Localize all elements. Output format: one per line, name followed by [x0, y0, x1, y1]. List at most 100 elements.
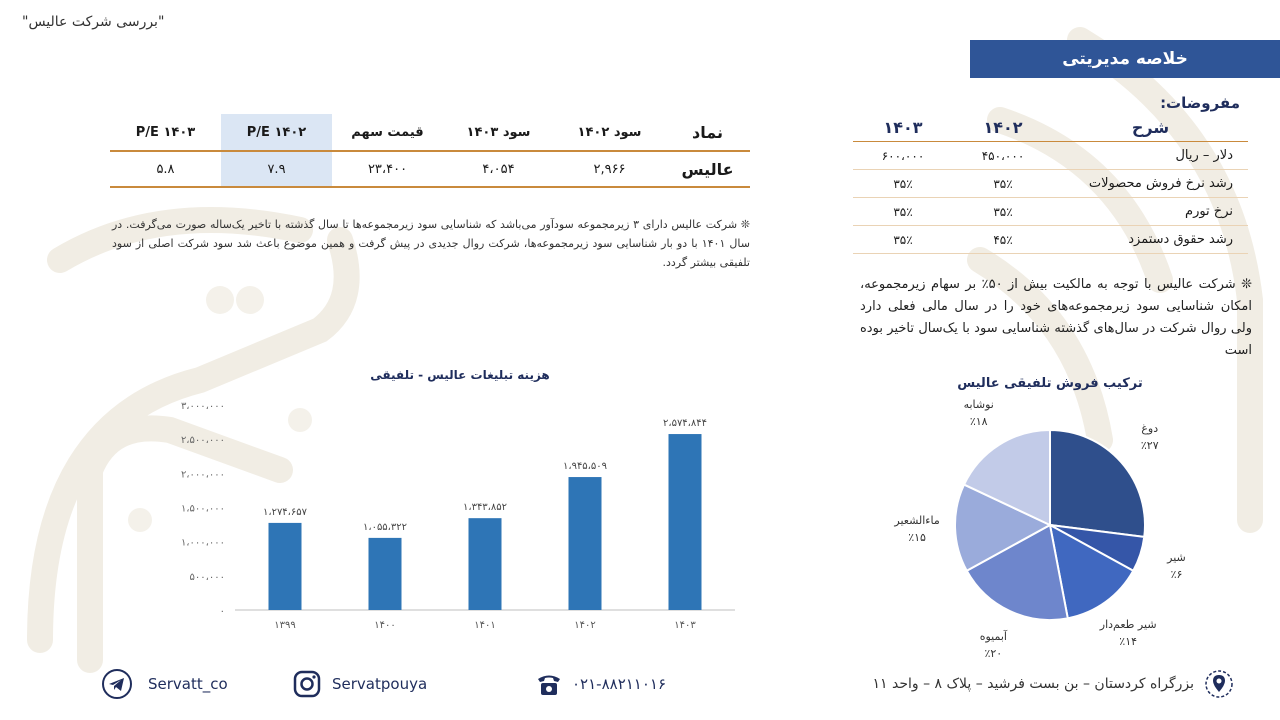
phone-icon — [532, 667, 566, 701]
assumption-1402: ۳۵٪ — [993, 176, 1013, 191]
assumption-1402: ۴۵۰،۰۰۰ — [981, 148, 1025, 163]
value-profit-1402: ۲,۹۶۶ — [593, 161, 626, 177]
value-symbol: عالیس — [681, 159, 734, 179]
pie-slice — [965, 523, 1069, 621]
telegram-handle: Servatt_co — [148, 675, 228, 693]
header-symbol: نماد — [692, 122, 723, 142]
bar — [268, 522, 302, 610]
pie-label: ماءالشعیر ٪۱۵ — [882, 512, 952, 546]
header-profit-1403: سود ۱۴۰۳ — [466, 124, 531, 140]
bar-value-label: ۲،۵۷۴،۸۴۴ — [663, 418, 707, 429]
pie-label-name: آبمیوه — [979, 630, 1007, 644]
pie-label: آبمیوه ٪۲۰ — [958, 628, 1028, 662]
pie-label-name: دوغ — [1141, 422, 1159, 436]
table-row: نرخ تورم ۳۵٪ ۳۵٪ — [853, 198, 1248, 226]
assumptions-header-item: شرح — [1131, 118, 1170, 137]
assumption-1403: ۶۰۰،۰۰۰ — [881, 148, 925, 163]
assumption-1402: ۳۵٪ — [993, 204, 1013, 219]
telegram-icon — [100, 667, 134, 701]
pie-label: دوغ ٪۲۷ — [1115, 420, 1185, 454]
y-tick-label: ۵۰۰،۰۰۰ — [190, 572, 225, 583]
footer: Servatt_co Servatpouya ۰۲۱-۸۸۲۱۱۰۱۶ بزرگ… — [0, 660, 1280, 708]
y-tick-label: ۱،۰۰۰،۰۰۰ — [181, 538, 225, 549]
x-tick-label: ۱۳۹۹ — [274, 620, 295, 631]
pie-chart: دوغ ٪۲۷ شیر ٪۶ شیر طعم‌دار ٪۱۴ آبمیوه ٪۲۰ ماءالش… — [880, 398, 1200, 662]
header-price: قیمت سهم — [351, 124, 424, 140]
address-contact: بزرگراه کردستان – بن بست فرشید – پلاک ۸ … — [836, 660, 1236, 708]
instagram-icon — [290, 667, 324, 701]
pie-slice — [954, 483, 1053, 573]
assumption-item: دلار – ریال — [1175, 148, 1233, 163]
pie-label: شیر طعم‌دار ٪۱۴ — [1093, 616, 1163, 650]
assumptions-table: شرح ۱۴۰۲ ۱۴۰۳ دلار – ریال ۴۵۰،۰۰۰ ۶۰۰،۰۰… — [853, 114, 1248, 254]
bar — [368, 537, 402, 610]
bar — [468, 518, 502, 610]
assumption-1402: ۴۵٪ — [993, 232, 1013, 247]
pie-label-percent: ٪۶ — [1170, 568, 1183, 582]
pie-slice — [1048, 523, 1135, 620]
assumption-item: رشد حقوق دستمزد — [1128, 232, 1233, 247]
phone-number: ۰۲۱-۸۸۲۱۱۰۱۶ — [572, 675, 667, 693]
location-icon — [1202, 667, 1236, 701]
instagram-contact[interactable]: Servatpouya — [290, 660, 427, 708]
bar-chart: ۰ ۵۰۰،۰۰۰ ۱،۰۰۰،۰۰۰ ۱،۵۰۰،۰۰۰ ۲،۰۰۰،۰۰۰ ۲،۵۰۰… — [181, 401, 735, 631]
bar — [668, 434, 702, 610]
assumption-1403: ۳۵٪ — [893, 204, 913, 219]
assumptions-header-1403: ۱۴۰۳ — [883, 118, 923, 137]
assumption-1403: ۳۵٪ — [893, 176, 913, 191]
value-pe-1402: ۷.۹ — [221, 152, 332, 186]
pie-label-name: شیر — [1167, 551, 1186, 565]
value-profit-1403: ۴،۰۵۴ — [482, 161, 515, 177]
pie-label-percent: ٪۲۰ — [984, 647, 1003, 661]
y-tick-label: ۳،۰۰۰،۰۰۰ — [181, 401, 225, 412]
header-pe-1402: ۱۴۰۲ P/E — [221, 114, 332, 150]
assumptions-header-1402: ۱۴۰۲ — [983, 118, 1023, 137]
pie-chart-title: ترکیب فروش تلفیقی عالیس — [957, 376, 1143, 391]
assumption-item: نرخ تورم — [1185, 204, 1233, 219]
value-pe-1403: ۵.۸ — [156, 161, 175, 177]
table-row: رشد نرخ فروش محصولات ۳۵٪ ۳۵٪ — [853, 170, 1248, 198]
instagram-handle: Servatpouya — [332, 675, 428, 693]
page-title: "بررسی شرکت عالیس" — [22, 14, 165, 30]
x-tick-label: ۱۴۰۲ — [574, 620, 595, 631]
x-tick-label: ۱۴۰۳ — [674, 620, 696, 631]
header-profit-1402: سود ۱۴۰۲ — [577, 124, 642, 140]
phone-contact[interactable]: ۰۲۱-۸۸۲۱۱۰۱۶ — [532, 660, 666, 708]
address-text: بزرگراه کردستان – بن بست فرشید – پلاک ۸ … — [872, 676, 1194, 692]
y-tick-label: ۱،۵۰۰،۰۰۰ — [181, 504, 225, 515]
bar-value-label: ۱،۰۵۵،۳۲۲ — [363, 522, 407, 533]
pie-label-percent: ٪۱۴ — [1119, 634, 1138, 648]
assumption-1403: ۳۵٪ — [893, 232, 913, 247]
y-tick-label: ۲،۰۰۰،۰۰۰ — [181, 469, 225, 480]
valuation-table: نماد سود ۱۴۰۲ سود ۱۴۰۳ قیمت سهم ۱۴۰۲ P/E… — [110, 114, 750, 188]
pie-label-name: شیر طعم‌دار — [1099, 617, 1157, 631]
y-tick-label: ۰ — [220, 606, 225, 617]
pie-label-percent: ٪۲۷ — [1140, 439, 1159, 453]
table-row: عالیس ۲,۹۶۶ ۴،۰۵۴ ۲۳،۴۰۰ ۷.۹ ۵.۸ — [110, 152, 750, 188]
telegram-contact[interactable]: Servatt_co — [100, 660, 228, 708]
pie-slice — [962, 428, 1051, 527]
pie-label-name: ماءالشعیر — [894, 514, 940, 528]
valuation-header-row: نماد سود ۱۴۰۲ سود ۱۴۰۳ قیمت سهم ۱۴۰۲ P/E… — [110, 114, 750, 152]
pie-label-name: نوشابه — [963, 397, 994, 411]
pie-label: شیر ٪۶ — [1141, 549, 1211, 583]
bar-value-label: ۱،۹۴۵،۵۰۹ — [563, 461, 607, 472]
assumption-item: رشد نرخ فروش محصولات — [1088, 176, 1233, 191]
pie-slice — [1049, 428, 1146, 539]
assumptions-header-row: شرح ۱۴۰۲ ۱۴۰۳ — [853, 114, 1248, 142]
pie-label: نوشابه ٪۱۸ — [944, 396, 1014, 430]
table-row: رشد حقوق دستمزد ۴۵٪ ۳۵٪ — [853, 226, 1248, 254]
left-note: ❊ شرکت عالیس دارای ۳ زیرمجموعه سودآور می… — [112, 218, 750, 269]
value-price: ۲۳،۴۰۰ — [367, 161, 408, 177]
bar-chart-title: هزینه تبلیغات عالیس - تلفیقی — [370, 368, 550, 382]
header-pe-1403: ۱۴۰۳ P/E — [135, 124, 196, 140]
bar — [568, 477, 602, 610]
y-tick-label: ۲،۵۰۰،۰۰۰ — [181, 435, 225, 446]
table-row: دلار – ریال ۴۵۰،۰۰۰ ۶۰۰،۰۰۰ — [853, 142, 1248, 170]
assumptions-label: مفروضات: — [1160, 94, 1240, 112]
bar-value-label: ۱،۲۷۴،۶۵۷ — [263, 507, 308, 518]
pie-label-percent: ٪۱۵ — [908, 531, 926, 545]
x-tick-label: ۱۴۰۰ — [374, 620, 395, 631]
x-tick-label: ۱۴۰۱ — [474, 620, 495, 631]
bar-value-label: ۱،۳۴۳،۸۵۲ — [463, 502, 507, 513]
